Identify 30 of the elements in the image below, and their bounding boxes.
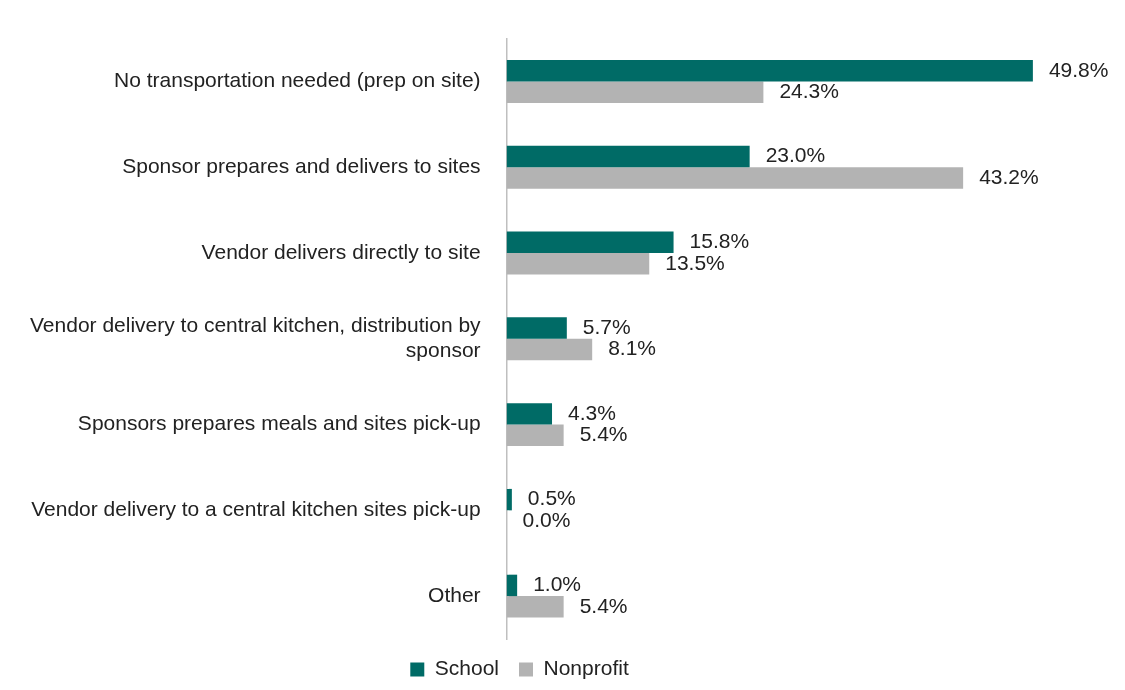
bar	[506, 145, 750, 168]
y-tick-label: Vendor delivers directly to site	[201, 239, 481, 263]
y-tick-label: Sponsor prepares and delivers to sites	[122, 154, 481, 178]
bar	[506, 60, 1033, 82]
bar	[506, 317, 567, 339]
data-label: 49.8%	[1048, 57, 1109, 81]
bar	[506, 231, 674, 254]
y-tick-label: Vendor delivery to central kitchen, distribution by sponsor	[30, 313, 482, 362]
data-label: 0.5%	[527, 486, 576, 510]
data-label: 5.4%	[579, 422, 628, 446]
data-label: 0.0%	[522, 507, 571, 531]
legend-label: Nonprofit	[543, 656, 629, 680]
bar	[506, 574, 518, 597]
data-label: 43.2%	[979, 164, 1039, 188]
y-tick-label: No transportation needed (prep on site)	[114, 68, 481, 92]
y-tick-label: Other	[428, 582, 481, 606]
data-label: 5.4%	[579, 593, 628, 617]
data-label: 24.3%	[779, 79, 839, 102]
data-label: 5.7%	[582, 314, 631, 338]
bar	[506, 403, 553, 425]
data-label: 23.0%	[765, 143, 826, 167]
data-label: 13.5%	[665, 250, 725, 274]
legend-label: School	[434, 656, 500, 680]
y-tick-label: Vendor delivery to a central kitchen sites pick-up	[31, 497, 481, 521]
data-label: 1.0%	[533, 572, 582, 596]
y-tick-label: Sponsors prepares meals and sites pick-up	[77, 411, 481, 435]
data-label: 15.8%	[689, 229, 750, 253]
bar	[506, 488, 512, 511]
data-label: 8.1%	[608, 336, 657, 360]
data-label: 4.3%	[568, 400, 616, 424]
